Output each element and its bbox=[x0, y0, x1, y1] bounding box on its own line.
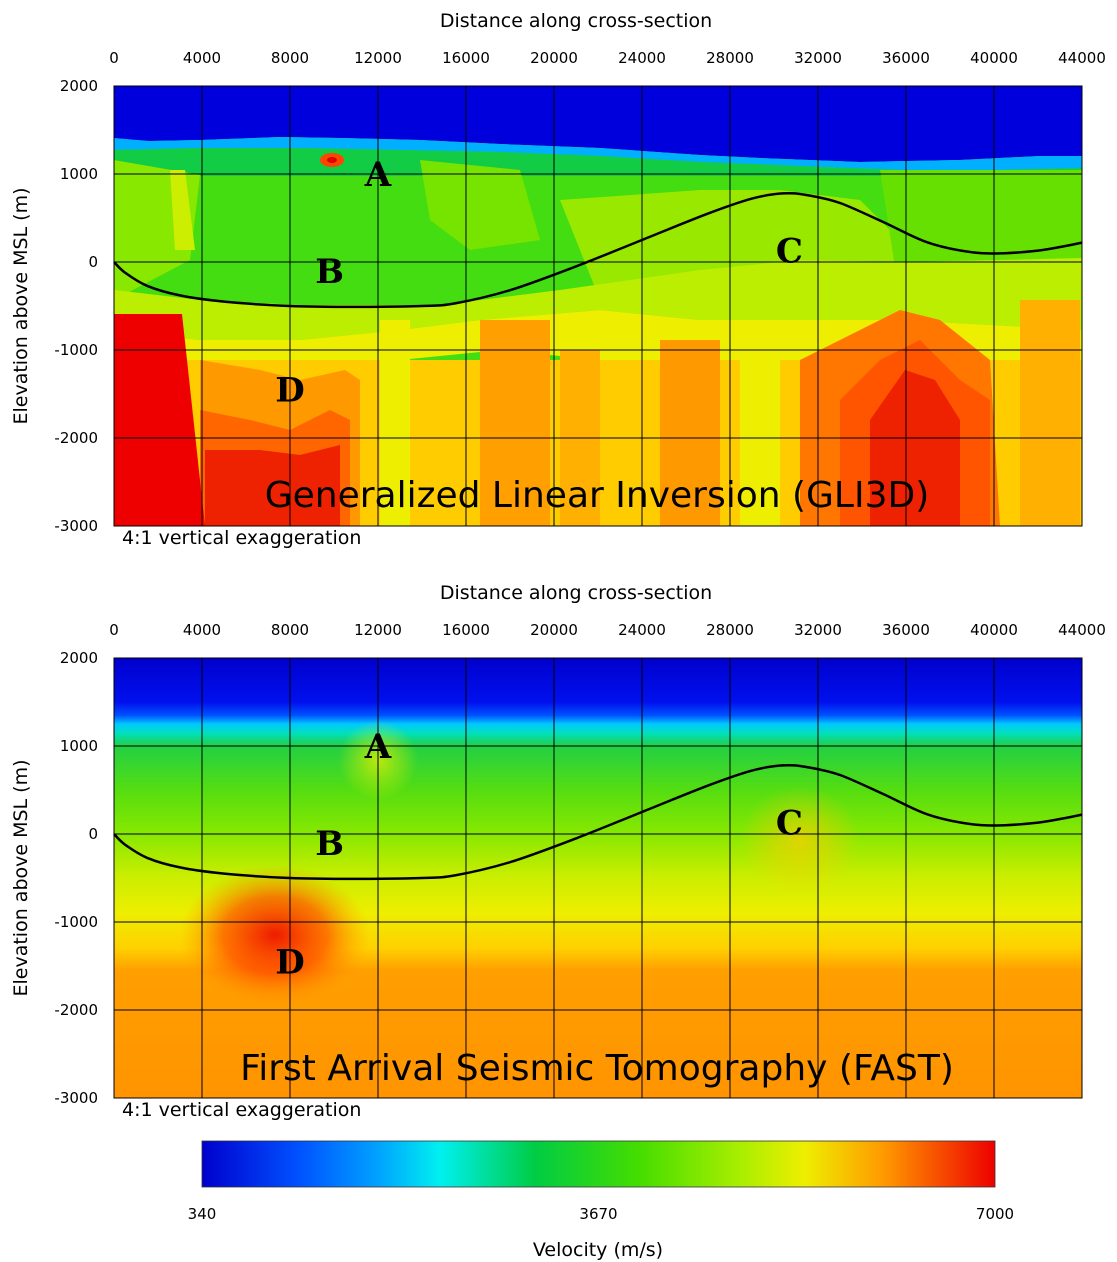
y-axis-title: Elevation above MSL (m) bbox=[10, 759, 32, 996]
plot-frame bbox=[113, 85, 1083, 527]
gli3d-panel: Distance along cross-section 0 4000 8000 12… bbox=[10, 10, 1106, 549]
velocity-cell bbox=[1020, 300, 1080, 526]
y-tick-label: -2000 bbox=[54, 429, 98, 447]
boundary-curve bbox=[113, 763, 1083, 881]
fast-velocity-field bbox=[114, 658, 1082, 1098]
x-tick-labels: 0 4000 8000 12000 16000 20000 24000 28000 32000 3… bbox=[109, 621, 1106, 639]
x-tick-label: 8000 bbox=[271, 621, 309, 639]
velocity-cell bbox=[870, 370, 960, 526]
x-axis-title: Distance along cross-section bbox=[440, 10, 712, 32]
x-tick-label: 12000 bbox=[354, 49, 402, 67]
boundary-curve bbox=[113, 191, 1083, 309]
x-tick-label: 0 bbox=[109, 49, 119, 67]
velocity-cell bbox=[420, 160, 540, 250]
x-tick-label: 4000 bbox=[183, 621, 221, 639]
x-tick-label: 0 bbox=[109, 621, 119, 639]
velocity-cell bbox=[740, 360, 780, 526]
velocity-cell bbox=[180, 865, 370, 1005]
velocity-cell bbox=[205, 445, 340, 526]
region-label-a: A bbox=[364, 155, 392, 195]
fast-panel: Distance along cross-section 0 4000 8000 12… bbox=[10, 582, 1106, 1121]
x-tick-label: 16000 bbox=[442, 621, 490, 639]
x-tick-label: 36000 bbox=[882, 49, 930, 67]
region-label-d: D bbox=[275, 943, 304, 983]
plot-frame bbox=[113, 657, 1083, 1099]
exaggeration-note: 4:1 vertical exaggeration bbox=[122, 1099, 361, 1121]
region-label-c: C bbox=[776, 804, 803, 844]
x-tick-label: 40000 bbox=[970, 49, 1018, 67]
velocity-cell bbox=[380, 320, 410, 526]
y-tick-label: -1000 bbox=[54, 341, 98, 359]
x-tick-label: 28000 bbox=[706, 621, 754, 639]
colorbar-tick-labels: 340 3670 7000 bbox=[188, 1205, 1014, 1223]
x-tick-label: 40000 bbox=[970, 621, 1018, 639]
x-tick-label: 12000 bbox=[354, 621, 402, 639]
x-tick-label: 8000 bbox=[271, 49, 309, 67]
colorbar-tick-label: 340 bbox=[188, 1205, 217, 1223]
colorbar-title: Velocity (m/s) bbox=[533, 1239, 663, 1261]
y-tick-labels: 2000 1000 0 -1000 -2000 -3000 bbox=[54, 649, 98, 1107]
velocity-cell bbox=[660, 340, 720, 526]
y-tick-label: -3000 bbox=[54, 517, 98, 535]
region-label-b: B bbox=[315, 252, 344, 292]
colorbar: 340 3670 7000 Velocity (m/s) bbox=[188, 1140, 1014, 1261]
velocity-cell bbox=[114, 148, 1082, 176]
region-labels: A B C D bbox=[275, 155, 803, 411]
y-tick-label: 2000 bbox=[60, 649, 98, 667]
x-tick-label: 44000 bbox=[1058, 621, 1106, 639]
y-axis-title: Elevation above MSL (m) bbox=[10, 187, 32, 424]
x-tick-labels: 0 4000 8000 12000 16000 20000 24000 28000 32000 3… bbox=[109, 49, 1106, 67]
y-tick-label: 0 bbox=[88, 253, 98, 271]
x-tick-label: 24000 bbox=[618, 621, 666, 639]
x-tick-label: 28000 bbox=[706, 49, 754, 67]
y-tick-label: 1000 bbox=[60, 737, 98, 755]
region-label-d: D bbox=[275, 371, 304, 411]
y-tick-label: -3000 bbox=[54, 1089, 98, 1107]
y-tick-labels: 2000 1000 0 -1000 -2000 -3000 bbox=[54, 77, 98, 535]
x-tick-label: 20000 bbox=[530, 49, 578, 67]
velocity-cell bbox=[480, 320, 550, 526]
x-tick-label: 4000 bbox=[183, 49, 221, 67]
y-tick-label: -2000 bbox=[54, 1001, 98, 1019]
x-tick-label: 32000 bbox=[794, 621, 842, 639]
x-tick-label: 36000 bbox=[882, 621, 930, 639]
region-label-b: B bbox=[315, 824, 344, 864]
grid bbox=[114, 86, 1082, 526]
velocity-cell bbox=[170, 170, 195, 250]
region-label-a: A bbox=[364, 727, 392, 767]
velocity-cell bbox=[327, 157, 337, 163]
x-tick-label: 24000 bbox=[618, 49, 666, 67]
colorbar-gradient bbox=[201, 1140, 996, 1188]
y-tick-label: 2000 bbox=[60, 77, 98, 95]
region-labels: A B C D bbox=[275, 727, 803, 983]
x-tick-label: 20000 bbox=[530, 621, 578, 639]
y-tick-label: -1000 bbox=[54, 913, 98, 931]
y-tick-label: 0 bbox=[88, 825, 98, 843]
panel-title: Generalized Linear Inversion (GLI3D) bbox=[265, 475, 930, 516]
gli3d-velocity-field bbox=[114, 86, 1082, 526]
x-axis-title: Distance along cross-section bbox=[440, 582, 712, 604]
grid bbox=[114, 658, 1082, 1098]
velocity-cell bbox=[114, 137, 1082, 170]
velocity-cell bbox=[114, 314, 205, 526]
colorbar-tick-label: 7000 bbox=[976, 1205, 1014, 1223]
colorbar-tick-label: 3670 bbox=[579, 1205, 617, 1223]
exaggeration-note: 4:1 vertical exaggeration bbox=[122, 527, 361, 549]
x-tick-label: 32000 bbox=[794, 49, 842, 67]
velocity-cell bbox=[740, 785, 860, 895]
region-label-c: C bbox=[776, 232, 803, 272]
x-tick-label: 44000 bbox=[1058, 49, 1106, 67]
velocity-cell bbox=[114, 86, 1082, 162]
x-tick-label: 16000 bbox=[442, 49, 490, 67]
panel-title: First Arrival Seismic Tomography (FAST) bbox=[240, 1048, 954, 1089]
y-tick-label: 1000 bbox=[60, 165, 98, 183]
velocity-cell bbox=[114, 258, 1082, 340]
